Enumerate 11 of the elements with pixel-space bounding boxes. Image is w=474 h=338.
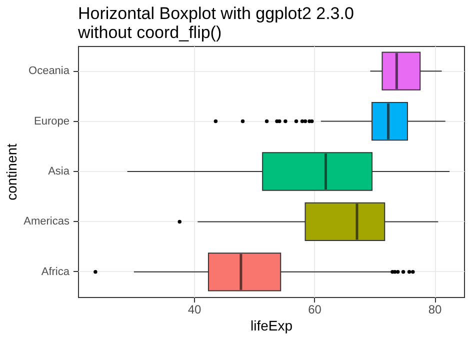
x-tick-label: 60 — [308, 302, 322, 316]
y-tick-label: Africa — [41, 266, 70, 278]
x-tick-label: 40 — [188, 302, 202, 316]
y-tick-label: Europe — [34, 115, 70, 128]
y-tick-label: Asia — [48, 166, 70, 178]
x-tick-label: 80 — [428, 302, 442, 316]
y-tick-label: Oceania — [28, 65, 70, 78]
y-tick-label: Americas — [24, 216, 70, 228]
chart-title: Horizontal Boxplot with ggplot2 2.3.0 without coord_flip() — [77, 4, 354, 42]
y-axis-title: continent — [4, 143, 20, 200]
x-axis-title: lifeExp — [250, 318, 293, 334]
